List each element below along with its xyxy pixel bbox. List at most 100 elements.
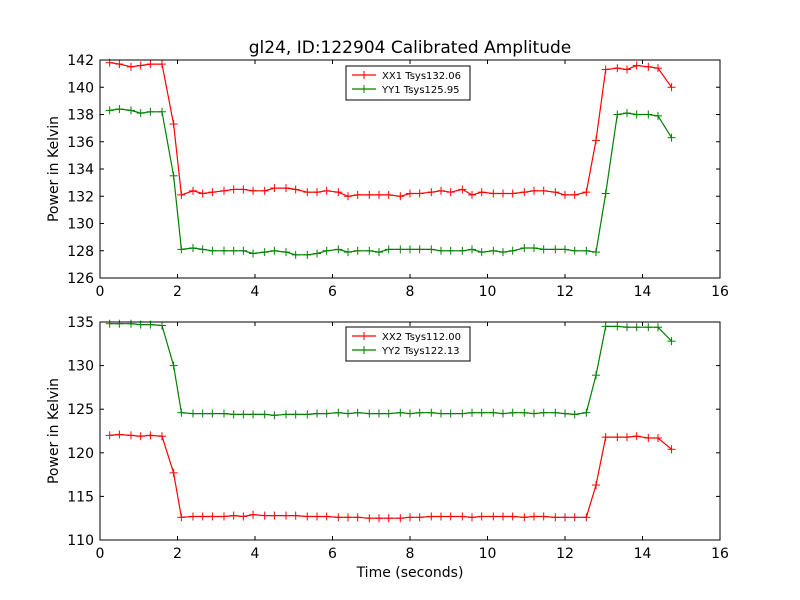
top-series-1-marker <box>592 248 600 257</box>
bottom-series-1-marker <box>582 408 591 417</box>
bottom-series-0-marker <box>477 512 486 521</box>
bottom-series-0-marker <box>551 513 560 522</box>
bottom-series-0-marker <box>282 511 290 520</box>
bottom-series-0-marker <box>415 513 424 522</box>
bottom-y-tick-label: 115 <box>67 489 94 505</box>
bottom-series-1-marker <box>303 410 312 419</box>
bottom-series-0-marker <box>239 512 248 521</box>
bottom-x-tick-label: 2 <box>173 546 182 562</box>
bottom-series-1-marker <box>489 408 498 417</box>
top-series-1-marker <box>291 250 300 259</box>
bottom-series-0-marker <box>508 512 517 521</box>
bottom-series-0-marker <box>260 511 269 520</box>
bottom-series-1-marker <box>654 323 662 332</box>
bottom-x-tick-label: 8 <box>406 546 415 562</box>
bottom-series-0-marker <box>396 514 405 523</box>
bottom-series-1-marker <box>229 410 238 419</box>
top-series-0-marker <box>427 188 436 197</box>
bottom-series-1-marker <box>282 410 290 419</box>
top-y-tick-label: 126 <box>67 271 94 287</box>
top-series-1-marker <box>613 110 622 119</box>
bottom-series-1-marker <box>458 409 467 418</box>
bottom-series-1-marker <box>260 410 269 419</box>
top-series-0-marker <box>384 190 393 199</box>
top-series-1-marker <box>539 245 548 254</box>
bottom-series-0-marker <box>334 513 343 522</box>
bottom-series-1-marker <box>249 410 258 419</box>
top-series-1-marker <box>654 111 662 120</box>
top-series-0-marker <box>468 190 476 199</box>
top-series-0-marker <box>415 189 424 198</box>
bottom-series-1-marker <box>551 408 560 417</box>
bottom-series-1-marker <box>592 371 600 380</box>
bottom-y-tick-label: 135 <box>67 315 94 331</box>
bottom-series-1-marker <box>169 361 178 370</box>
top-series-1-marker <box>499 248 507 257</box>
top-series-1-marker <box>270 246 279 255</box>
bottom-series-0-marker <box>530 512 538 521</box>
top-series-1-marker <box>344 248 352 257</box>
top-series-0-marker <box>249 186 258 195</box>
bottom-series-0-marker <box>303 512 312 521</box>
top-series-1-marker <box>570 246 579 255</box>
top-series-0-marker <box>530 186 538 195</box>
bottom-series-1-marker <box>384 409 393 418</box>
top-series-1-marker <box>177 245 186 254</box>
top-series-1-marker <box>208 246 217 255</box>
top-series-1-marker <box>105 106 114 115</box>
top-x-tick-label: 4 <box>251 284 260 300</box>
bottom-series-1-marker <box>375 409 383 418</box>
bottom-legend: XX2 Tsys112.00 YY2 Tsys122.13 <box>345 326 471 362</box>
bottom-series-0-marker <box>344 513 352 522</box>
top-series-1-marker <box>375 248 383 257</box>
top-y-tick-label: 130 <box>67 217 94 233</box>
top-series-0-marker <box>220 186 228 195</box>
bottom-series-0-marker <box>623 433 631 442</box>
top-series-0-marker <box>313 188 321 197</box>
bottom-series-1-marker <box>520 408 529 417</box>
top-series-0-marker <box>623 65 631 74</box>
top-series-0-marker <box>169 120 178 129</box>
top-y-tick-label: 136 <box>67 135 94 151</box>
top-series-0-marker <box>146 60 155 69</box>
bottom-series-0-marker <box>198 512 207 521</box>
bottom-series-0-marker <box>189 512 197 521</box>
bottom-series-1-marker <box>468 408 476 417</box>
bottom-series-0-marker <box>270 511 279 520</box>
top-series-1-marker <box>561 245 569 254</box>
top-series-0-marker <box>667 83 676 92</box>
top-series-1-marker <box>239 246 248 255</box>
top-x-tick-label: 10 <box>479 284 497 300</box>
bottom-series-1-marker <box>344 409 352 418</box>
top-x-tick-label: 2 <box>173 284 182 300</box>
top-series-0-marker <box>229 185 238 194</box>
top-series-1-marker <box>146 107 155 116</box>
top-series-1-marker <box>229 246 238 255</box>
top-series-1-marker <box>508 246 517 255</box>
bottom-series-1-marker <box>208 409 217 418</box>
bottom-series-0-marker <box>375 514 383 523</box>
bottom-series-1-marker <box>561 409 569 418</box>
top-x-tick-label: 6 <box>328 284 337 300</box>
top-series-0-marker <box>601 65 610 74</box>
bottom-series-0-marker <box>667 445 676 454</box>
bottom-series-0-marker <box>353 513 362 522</box>
top-series-0-marker <box>551 188 560 197</box>
bottom-series-0-marker <box>489 512 498 521</box>
top-series-1-marker <box>530 244 538 253</box>
top-series-0-marker <box>508 189 517 198</box>
top-series-1-marker <box>644 110 653 119</box>
legend-frame <box>345 326 471 362</box>
top-series-0-marker <box>654 64 662 73</box>
bottom-x-tick-label: 0 <box>96 546 105 562</box>
bottom-series-0-marker <box>570 513 579 522</box>
bottom-y-tick-label: 130 <box>67 359 94 375</box>
top-series-0-marker <box>344 192 352 201</box>
top-y-tick-label: 142 <box>67 53 94 69</box>
top-series-1-marker <box>282 248 290 257</box>
top-series-0-marker <box>632 61 641 70</box>
bottom-x-tick-label: 6 <box>328 546 337 562</box>
bottom-series-0-marker <box>468 513 476 522</box>
top-y-tick-label: 134 <box>67 162 94 178</box>
top-series-0-marker <box>291 185 300 194</box>
